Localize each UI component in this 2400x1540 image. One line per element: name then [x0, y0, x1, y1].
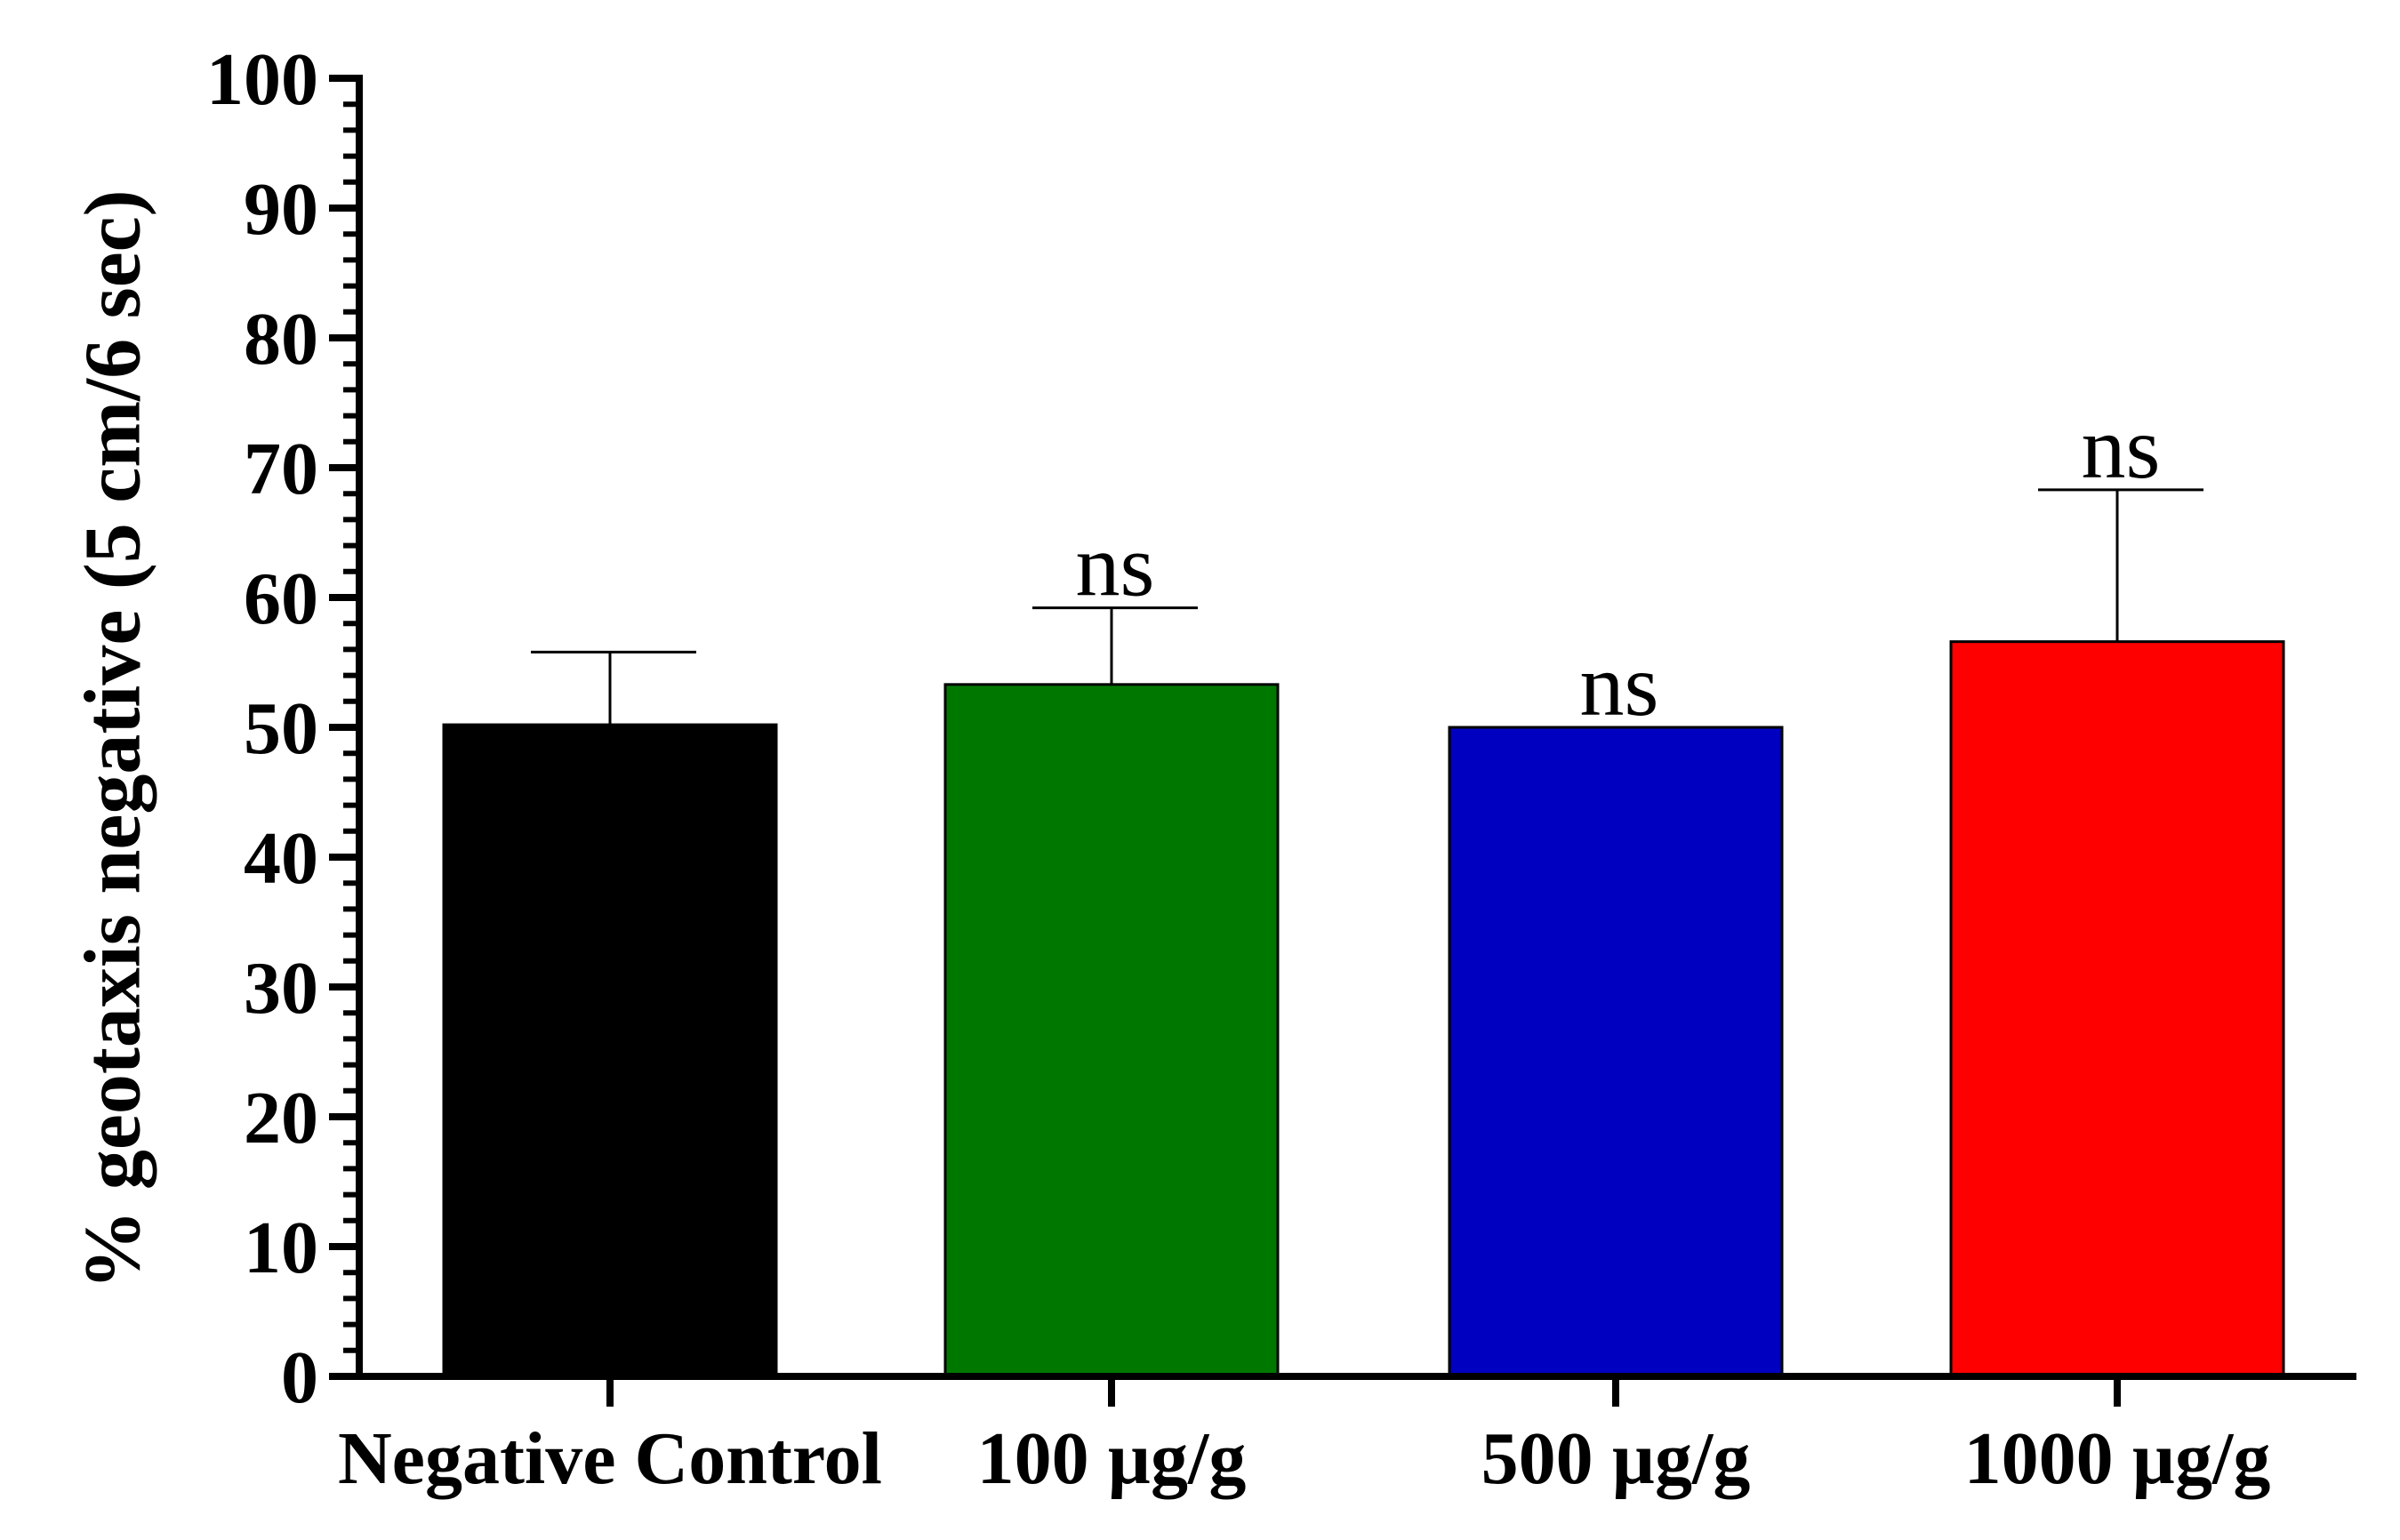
- bar: [943, 683, 1280, 1378]
- y-tick-label: 0: [281, 1336, 318, 1419]
- error-bars-group: [531, 488, 2203, 726]
- y-tick-label: 20: [244, 1077, 318, 1159]
- y-tick-label: 50: [244, 687, 318, 770]
- x-axis-ticks: Negative Control 100 µg/g 500 µg/g 1000 µg/…: [338, 1376, 2270, 1500]
- x-category-label: Negative Control: [338, 1417, 882, 1500]
- annotations-group: ns ns ns: [1076, 398, 2161, 734]
- x-category-label: 500 µg/g: [1481, 1417, 1751, 1500]
- y-tick-label: 10: [244, 1207, 318, 1289]
- bars-group: [442, 640, 2285, 1378]
- y-tick-label: 30: [244, 947, 318, 1030]
- y-tick-label: 90: [244, 168, 318, 251]
- y-axis-ticks: 0 10 20 30 40 50 60 70 80 90 100: [206, 38, 359, 1419]
- bar: [1448, 726, 1784, 1378]
- x-category-label: 1000 µg/g: [1964, 1417, 2271, 1500]
- y-tick-label: 40: [244, 817, 318, 900]
- y-tick-label: 70: [244, 428, 318, 510]
- significance-label: ns: [2082, 398, 2161, 497]
- bar: [442, 723, 778, 1378]
- y-tick-label: 80: [244, 298, 318, 381]
- significance-label: ns: [1580, 636, 1659, 734]
- x-category-label: 100 µg/g: [977, 1417, 1247, 1500]
- significance-label: ns: [1076, 517, 1155, 615]
- y-axis-title: % geotaxis negative (5 cm/6 sec): [69, 189, 157, 1289]
- bar: [1949, 640, 2285, 1378]
- y-tick-label: 100: [206, 38, 318, 121]
- y-tick-label: 60: [244, 557, 318, 640]
